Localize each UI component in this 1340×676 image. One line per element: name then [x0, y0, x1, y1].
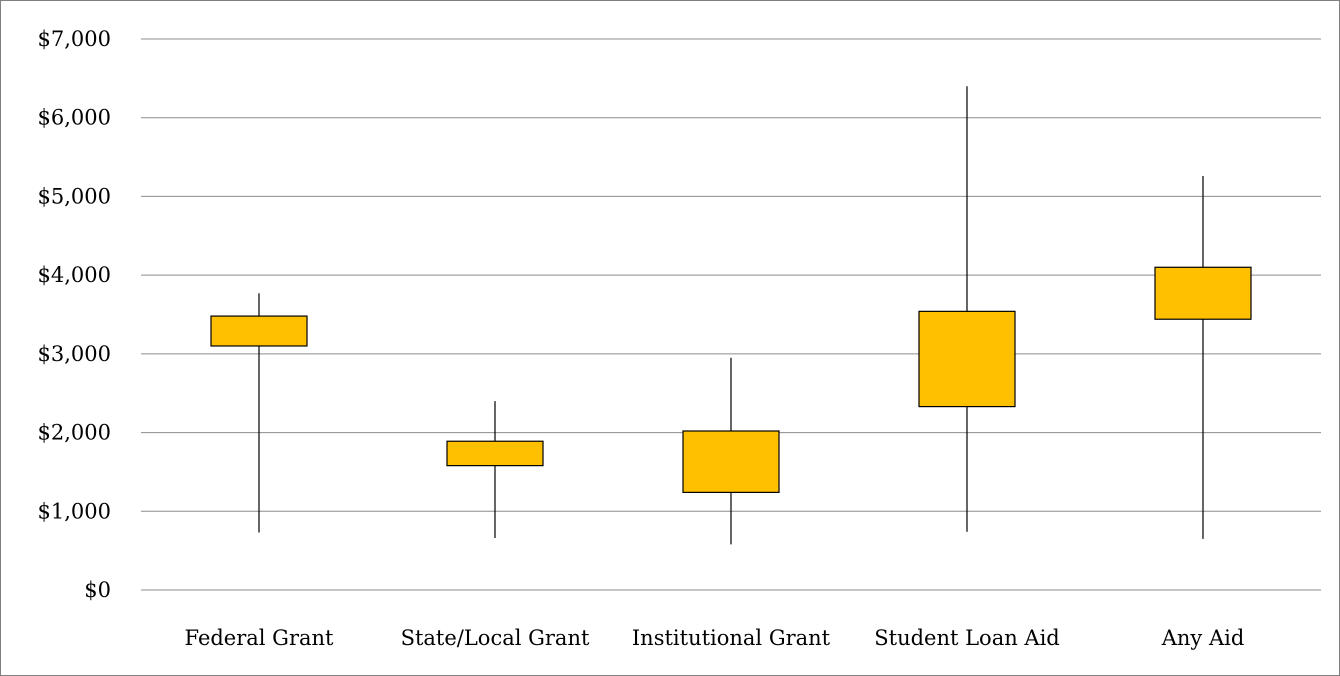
x-axis-category-labels: Federal Grant State/Local Grant Institutio… — [185, 626, 1245, 650]
y-tick-label: $7,000 — [38, 27, 111, 51]
y-tick-label: $1,000 — [38, 499, 111, 523]
box-student-loan-aid — [918, 86, 1016, 532]
box-federal-grant — [210, 293, 308, 533]
x-category-label: State/Local Grant — [401, 626, 590, 650]
box-series — [210, 86, 1252, 545]
x-category-label: Student Loan Aid — [874, 626, 1060, 650]
box-any-aid — [1154, 175, 1252, 539]
y-tick-label: $3,000 — [38, 342, 111, 366]
y-tick-label: $4,000 — [38, 263, 111, 287]
box-institutional-grant — [682, 357, 780, 545]
y-tick-label: $2,000 — [38, 421, 111, 445]
y-tick-label: $0 — [84, 578, 111, 602]
x-category-label: Institutional Grant — [632, 626, 831, 650]
y-axis-tick-labels: $0 $1,000 $2,000 $3,000 $4,000 $5,000 $6,000 $7… — [38, 27, 111, 602]
box-rect — [918, 310, 1016, 408]
y-tick-label: $5,000 — [38, 184, 111, 208]
box-rect — [682, 430, 780, 493]
box-rect — [1154, 266, 1252, 320]
x-category-label: Federal Grant — [185, 626, 335, 650]
box-rect — [446, 440, 544, 467]
y-tick-label: $6,000 — [38, 106, 111, 130]
box-rect — [210, 315, 308, 347]
x-category-label: Any Aid — [1161, 626, 1245, 650]
box-state-local-grant — [446, 401, 544, 539]
